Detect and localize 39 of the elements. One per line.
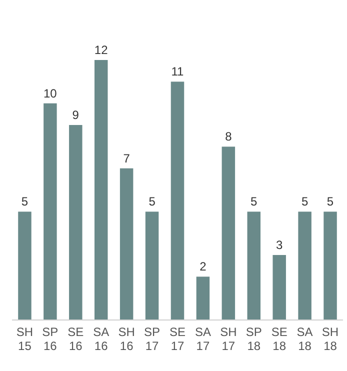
data-label: 9 [72, 108, 80, 122]
bar [298, 212, 312, 320]
x-tick-label: SE 16 [68, 325, 84, 353]
data-label: 5 [148, 194, 156, 209]
data-label: 10 [44, 86, 58, 100]
data-label: 5 [250, 194, 258, 209]
bar [222, 146, 236, 320]
data-label: 5 [21, 194, 28, 209]
data-label: 5 [326, 194, 334, 209]
x-tick-label: SP 16 [42, 325, 58, 353]
data-label: 11 [171, 64, 184, 79]
data-label: 5 [301, 194, 308, 209]
bar [145, 212, 159, 320]
bar [196, 276, 210, 320]
x-tick-label: SA 16 [93, 325, 110, 353]
bar [170, 82, 184, 320]
x-tick-label: SE 18 [271, 325, 288, 353]
bar [69, 125, 82, 320]
x-tick-label: SP 18 [246, 325, 262, 353]
bar [272, 255, 286, 320]
x-tick-label: SH 18 [322, 325, 339, 353]
bar [44, 103, 57, 320]
x-tick-label: SA 18 [296, 325, 313, 353]
bar [324, 212, 337, 320]
x-tick-label: SP 17 [144, 325, 160, 353]
data-label: 7 [123, 151, 130, 166]
data-label: 2 [200, 260, 207, 274]
x-tick-label: SH 17 [220, 325, 237, 353]
bar [18, 212, 32, 320]
bar [94, 60, 108, 320]
x-tick-label: SA 17 [194, 325, 211, 353]
x-tick-label: SH 16 [118, 325, 135, 353]
x-tick-label: SE 17 [169, 325, 186, 353]
bar [247, 212, 261, 320]
data-label: 12 [94, 43, 108, 57]
data-label: 8 [225, 130, 232, 144]
data-label: 3 [276, 238, 283, 252]
bar [120, 168, 134, 320]
x-tick-label: SH 15 [16, 325, 34, 353]
